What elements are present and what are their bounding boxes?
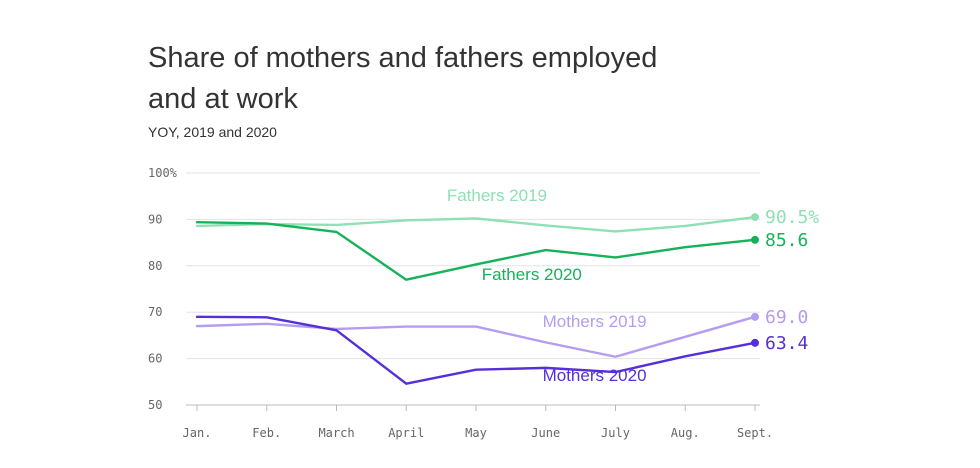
- series-end-point: [751, 213, 759, 222]
- x-tick-label: June: [531, 426, 560, 440]
- series-end-point: [751, 312, 759, 321]
- y-tick-label: 50: [148, 398, 162, 412]
- chart-title: Share of mothers and fathers employed an…: [148, 42, 658, 115]
- x-tick-label: Sept.: [737, 426, 773, 440]
- y-tick-label: 60: [148, 352, 162, 366]
- series-name-label: Fathers 2020: [482, 265, 582, 284]
- series-end-point: [751, 235, 759, 244]
- chart-subtitle: YOY, 2019 and 2020: [148, 124, 277, 140]
- y-tick-label: 70: [148, 305, 162, 319]
- series-end-label: 85.6: [765, 230, 808, 251]
- series-end-label: 63.4: [765, 333, 808, 354]
- series-name-label: Mothers 2020: [543, 366, 647, 385]
- series-end-label: 90.5%: [765, 207, 819, 228]
- series-line: [195, 315, 757, 385]
- x-tick-label: April: [388, 426, 424, 440]
- series-line: [195, 220, 757, 281]
- series-name-label: Mothers 2019: [543, 312, 647, 331]
- x-tick-label: July: [601, 426, 630, 440]
- y-tick-label: 80: [148, 259, 162, 273]
- series-line: [195, 215, 757, 233]
- x-tick-label: March: [318, 426, 354, 440]
- series-end-label: 69.0: [765, 307, 808, 328]
- y-tick-label: 100%: [148, 166, 178, 180]
- x-tick-label: May: [465, 426, 487, 440]
- x-tick-label: Feb.: [252, 426, 281, 440]
- y-tick-label: 90: [148, 212, 162, 226]
- series-end-point: [751, 338, 759, 347]
- x-tick-label: Jan.: [183, 426, 212, 440]
- x-tick-label: Aug.: [671, 426, 700, 440]
- series-line: [195, 315, 757, 358]
- series-name-label: Fathers 2019: [447, 186, 547, 205]
